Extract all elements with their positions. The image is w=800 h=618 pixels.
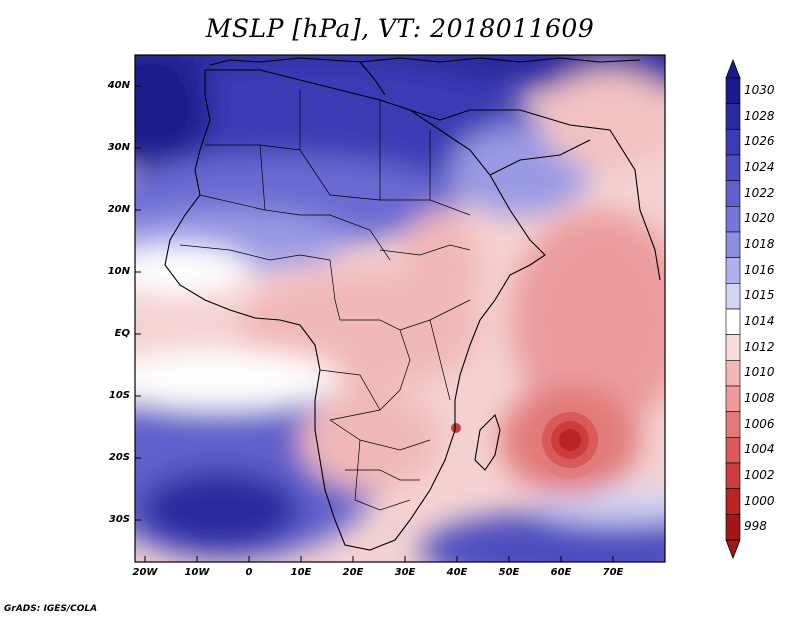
lon-label-10w: 10W <box>184 567 210 578</box>
lat-label-40n: 40N <box>107 80 130 91</box>
colorbar-swatch <box>725 231 741 258</box>
lon-label-40e: 40E <box>446 567 468 578</box>
colorbar-swatch <box>725 514 741 541</box>
lon-label-20e: 20E <box>342 567 364 578</box>
colorbar-swatch <box>725 77 741 104</box>
colorbar-swatch <box>725 206 741 233</box>
map-title: MSLP [hPa], VT: 2018011609 <box>205 14 595 43</box>
colorbar-label: 1016 <box>744 262 775 277</box>
colorbar-label: 1000 <box>744 493 775 508</box>
colorbar-top-arrow <box>725 58 741 79</box>
colorbar-label: 1018 <box>744 236 775 251</box>
colorbar-label: 1020 <box>744 211 775 226</box>
lat-label-10n: 10N <box>107 266 130 277</box>
lat-label-30s: 30S <box>108 514 130 525</box>
colorbar-label: 1030 <box>744 82 775 97</box>
lat-label-20s: 20S <box>108 452 130 463</box>
colorbar-label: 1024 <box>744 159 775 174</box>
map-frame <box>134 54 666 563</box>
colorbar-label: 1002 <box>744 467 775 482</box>
colorbar-label: 1028 <box>744 108 775 123</box>
colorbar-swatch <box>725 257 741 284</box>
colorbar-swatch <box>725 180 741 207</box>
colorbar-swatch <box>725 411 741 438</box>
lon-label-50e: 50E <box>498 567 520 578</box>
colorbar-swatch <box>725 283 741 310</box>
grads-credit: GrADS: IGES/COLA <box>4 604 98 614</box>
lat-label-30n: 30N <box>107 142 130 153</box>
colorbar-label: 1026 <box>744 134 775 149</box>
colorbar-swatch <box>725 385 741 412</box>
colorbar-label: 1012 <box>744 339 775 354</box>
lat-label-20n: 20N <box>107 204 130 215</box>
lon-label-30e: 30E <box>394 567 416 578</box>
colorbar-label: 998 <box>744 519 767 534</box>
lon-label-60e: 60E <box>550 567 572 578</box>
colorbar <box>725 58 741 560</box>
coastlines <box>164 57 661 551</box>
colorbar-swatch <box>725 462 741 489</box>
axis-ticks <box>135 85 614 562</box>
colorbar-swatch <box>725 488 741 515</box>
lon-label-70e: 70E <box>602 567 624 578</box>
colorbar-bottom-arrow <box>725 539 741 560</box>
lat-label-eq: EQ <box>114 328 130 339</box>
colorbar-swatch <box>725 360 741 387</box>
colorbar-label: 1006 <box>744 416 775 431</box>
colorbar-label: 1015 <box>744 288 775 303</box>
colorbar-label: 1004 <box>744 442 775 457</box>
colorbar-label: 1008 <box>744 390 775 405</box>
lon-label-0: 0 <box>245 567 253 578</box>
lat-label-10s: 10S <box>108 390 130 401</box>
pressure-field <box>135 55 665 562</box>
colorbar-swatch <box>725 308 741 335</box>
colorbar-swatch <box>725 129 741 156</box>
colorbar-swatch <box>725 154 741 181</box>
colorbar-label: 1010 <box>744 365 775 380</box>
colorbar-swatch <box>725 437 741 464</box>
colorbar-swatch <box>725 334 741 361</box>
colorbar-label: 1022 <box>744 185 775 200</box>
country-borders <box>179 90 471 511</box>
lon-label-10e: 10E <box>290 567 312 578</box>
colorbar-label: 1014 <box>744 313 775 328</box>
lon-label-20w: 20W <box>132 567 158 578</box>
colorbar-swatch <box>725 103 741 130</box>
